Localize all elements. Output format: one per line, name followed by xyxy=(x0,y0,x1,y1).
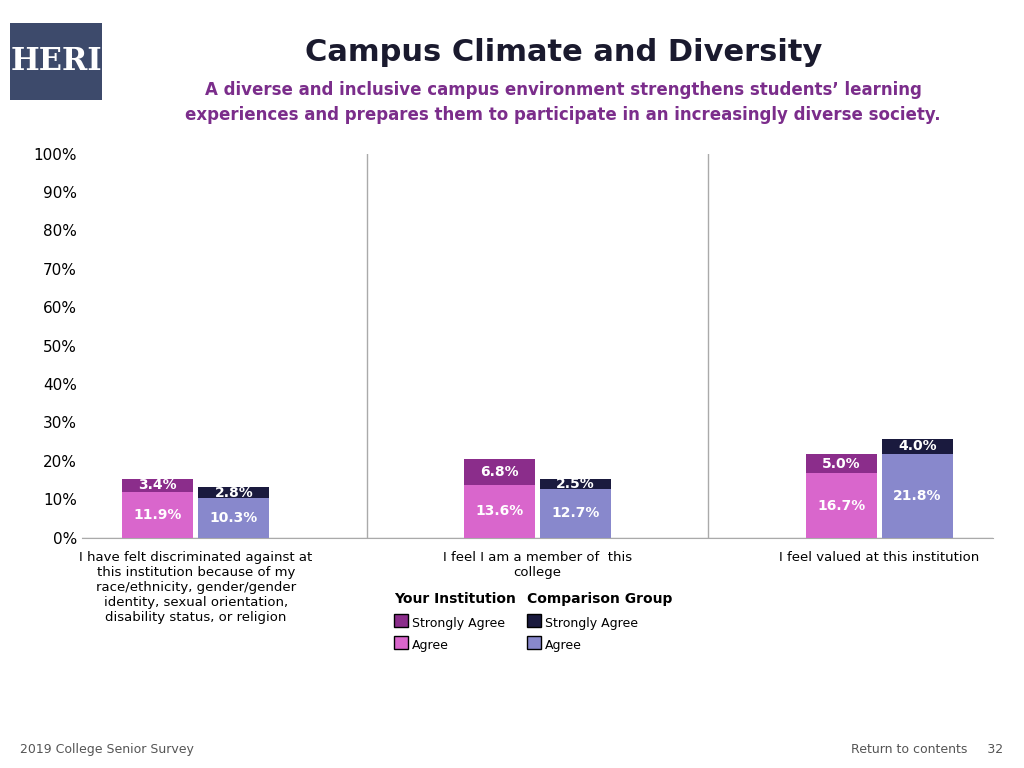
Bar xyxy=(199,498,269,538)
Text: 2.8%: 2.8% xyxy=(214,485,253,500)
Bar xyxy=(806,455,877,473)
Text: 5.0%: 5.0% xyxy=(822,457,861,471)
Bar xyxy=(123,492,194,538)
Text: Agree: Agree xyxy=(412,639,449,651)
Bar xyxy=(464,459,536,485)
Text: 2.5%: 2.5% xyxy=(556,477,595,491)
Bar xyxy=(806,473,877,538)
Text: Strongly Agree: Strongly Agree xyxy=(545,617,638,630)
Text: Comparison Group: Comparison Group xyxy=(527,592,673,606)
Text: 6.8%: 6.8% xyxy=(480,465,519,479)
Text: Strongly Agree: Strongly Agree xyxy=(412,617,505,630)
Text: 12.7%: 12.7% xyxy=(551,506,600,520)
Text: 10.3%: 10.3% xyxy=(210,511,258,525)
Bar xyxy=(123,479,194,492)
Text: 13.6%: 13.6% xyxy=(475,505,523,518)
Text: Campus Climate and Diversity: Campus Climate and Diversity xyxy=(304,38,822,68)
Text: A diverse and inclusive campus environment strengthens students’ learning
experi: A diverse and inclusive campus environme… xyxy=(185,81,941,124)
Text: Agree: Agree xyxy=(545,639,582,651)
Text: Return to contents     32: Return to contents 32 xyxy=(851,743,1004,756)
Text: 16.7%: 16.7% xyxy=(817,498,865,512)
Bar xyxy=(199,487,269,498)
Text: 2019 College Senior Survey: 2019 College Senior Survey xyxy=(20,743,195,756)
Text: HERI: HERI xyxy=(10,46,102,77)
Text: 4.0%: 4.0% xyxy=(898,439,937,453)
Text: Your Institution: Your Institution xyxy=(394,592,516,606)
Bar xyxy=(882,439,952,454)
Bar xyxy=(464,485,536,538)
Bar xyxy=(882,454,952,538)
Bar xyxy=(540,479,611,488)
Text: 11.9%: 11.9% xyxy=(134,508,182,521)
Bar xyxy=(540,488,611,538)
Text: 3.4%: 3.4% xyxy=(138,478,177,492)
Text: 21.8%: 21.8% xyxy=(893,488,942,503)
